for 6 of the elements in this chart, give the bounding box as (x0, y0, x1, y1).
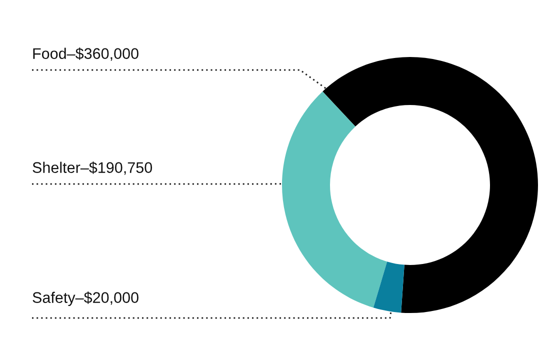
slice-label: Shelter–$190,750 (32, 162, 152, 175)
slice-label: Food–$360,000 (33, 48, 138, 61)
donut-slice (282, 91, 388, 308)
donut-slice (373, 262, 404, 313)
slice-label: Safety–$20,000 (32, 292, 138, 306)
donut-slice (322, 57, 538, 313)
